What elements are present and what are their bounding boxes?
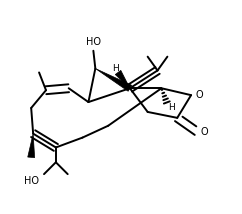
Text: HO: HO [86, 37, 101, 47]
Text: H: H [112, 64, 118, 73]
Polygon shape [95, 68, 132, 91]
Text: O: O [195, 90, 203, 100]
Text: HO: HO [24, 176, 39, 186]
Polygon shape [28, 134, 35, 158]
Polygon shape [115, 70, 130, 88]
Text: O: O [201, 127, 209, 137]
Text: H: H [168, 103, 175, 111]
